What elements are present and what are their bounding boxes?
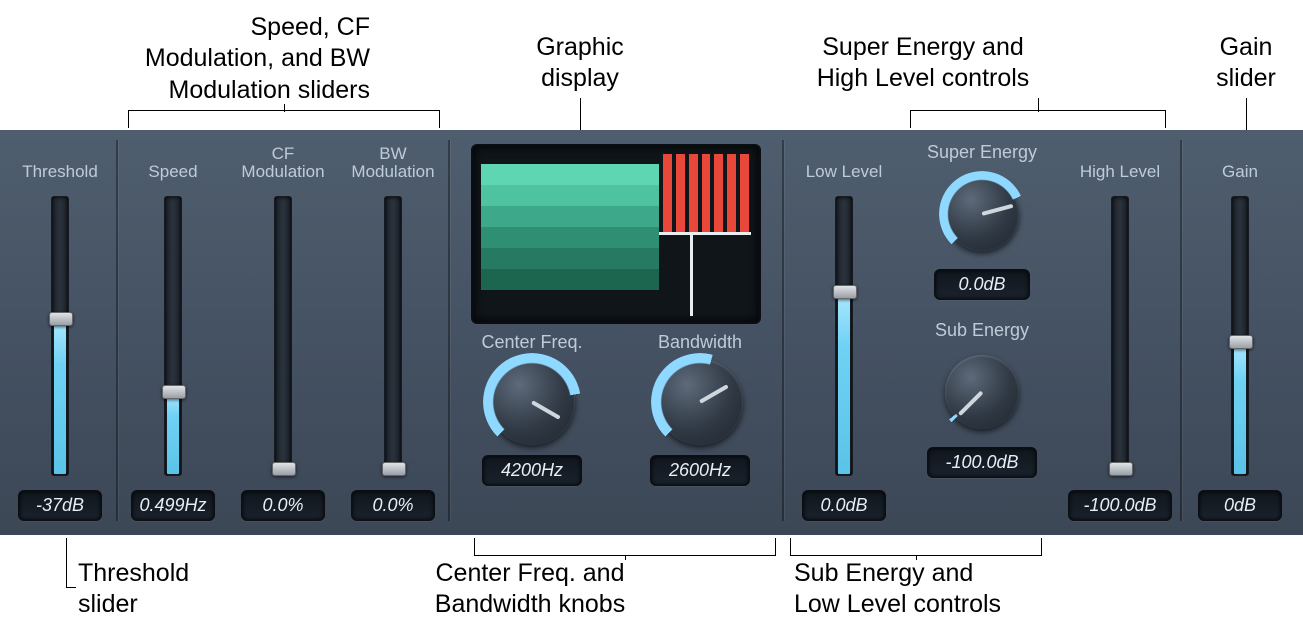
leader-center-bw bbox=[625, 556, 626, 560]
low-level-slider[interactable] bbox=[835, 196, 853, 476]
callout-super-high: Super Energy and High Level controls bbox=[798, 32, 1048, 95]
center-freq-knob[interactable] bbox=[489, 359, 575, 445]
display-green-band bbox=[481, 227, 659, 248]
display-green-band bbox=[481, 248, 659, 269]
sub-energy-label: Sub Energy bbox=[935, 320, 1029, 341]
energy-column: Super Energy 0.0dB Sub Energy -100.0dB bbox=[904, 140, 1060, 521]
high-level-label: High Level bbox=[1080, 140, 1160, 186]
display-bandwidth-line bbox=[659, 232, 751, 235]
leader-graphic-display bbox=[580, 98, 581, 132]
speed-column: Speed 0.499Hz bbox=[118, 140, 228, 521]
low-level-label: Low Level bbox=[806, 140, 883, 186]
threshold-slider[interactable] bbox=[51, 196, 69, 476]
center-freq-block: Center Freq. 4200Hz bbox=[457, 332, 607, 486]
callout-threshold: Threshold slider bbox=[78, 558, 189, 621]
plugin-panel: Threshold -37dB Speed 0.499Hz CF Modulat… bbox=[0, 130, 1303, 535]
display-red-bars bbox=[663, 154, 749, 232]
display-green-band bbox=[481, 185, 659, 206]
bw-modulation-label: BW Modulation bbox=[351, 140, 434, 186]
low-level-readout[interactable]: 0.0dB bbox=[802, 490, 886, 521]
high-level-slider[interactable] bbox=[1111, 196, 1129, 476]
low-level-column: Low Level 0.0dB bbox=[784, 140, 904, 521]
threshold-readout[interactable]: -37dB bbox=[18, 490, 102, 521]
bracket-center-bw bbox=[474, 538, 776, 556]
bw-modulation-column: BW Modulation 0.0% bbox=[338, 140, 448, 521]
threshold-label: Threshold bbox=[22, 140, 98, 186]
callout-gain: Gain slider bbox=[1196, 32, 1296, 95]
super-energy-label: Super Energy bbox=[927, 142, 1037, 163]
bandwidth-readout[interactable]: 2600Hz bbox=[650, 455, 750, 486]
leader-gain bbox=[1246, 98, 1247, 132]
leader-threshold bbox=[66, 538, 67, 588]
bw-modulation-slider[interactable] bbox=[384, 196, 402, 476]
bracket-sub-low bbox=[790, 538, 1042, 556]
bracket-modulation-group bbox=[128, 110, 440, 128]
gain-slider[interactable] bbox=[1231, 196, 1249, 476]
high-level-readout[interactable]: -100.0dB bbox=[1068, 490, 1172, 521]
display-green-band bbox=[481, 269, 659, 290]
cf-modulation-slider[interactable] bbox=[274, 196, 292, 476]
super-energy-knob[interactable] bbox=[945, 177, 1019, 251]
high-level-column: High Level -100.0dB bbox=[1060, 140, 1180, 521]
callout-sub-low: Sub Energy and Low Level controls bbox=[794, 558, 1001, 621]
speed-readout[interactable]: 0.499Hz bbox=[131, 490, 215, 521]
speed-slider[interactable] bbox=[164, 196, 182, 476]
callout-center-bw: Center Freq. and Bandwidth knobs bbox=[400, 558, 660, 621]
callout-graphic-display: Graphic display bbox=[480, 32, 680, 95]
gain-column: Gain 0dB bbox=[1182, 140, 1298, 521]
cf-modulation-readout[interactable]: 0.0% bbox=[241, 490, 325, 521]
sub-energy-readout[interactable]: -100.0dB bbox=[927, 447, 1037, 478]
threshold-column: Threshold -37dB bbox=[4, 140, 116, 521]
speed-label: Speed bbox=[148, 140, 197, 186]
center-freq-label: Center Freq. bbox=[481, 332, 582, 353]
bandwidth-label: Bandwidth bbox=[658, 332, 742, 353]
graphic-display[interactable] bbox=[471, 144, 761, 324]
bw-modulation-readout[interactable]: 0.0% bbox=[351, 490, 435, 521]
cf-modulation-label: CF Modulation bbox=[241, 140, 324, 186]
leader-threshold-h bbox=[66, 587, 76, 588]
sub-energy-knob[interactable] bbox=[945, 355, 1019, 429]
leader-modulation-group bbox=[284, 104, 285, 112]
bandwidth-block: Bandwidth 2600Hz bbox=[625, 332, 775, 486]
center-section: Center Freq. 4200Hz Bandwidth 2600Hz bbox=[456, 140, 776, 521]
gain-readout[interactable]: 0dB bbox=[1198, 490, 1282, 521]
bandwidth-knob[interactable] bbox=[657, 359, 743, 445]
display-green-band bbox=[481, 206, 659, 227]
cf-modulation-column: CF Modulation 0.0% bbox=[228, 140, 338, 521]
bracket-super-high bbox=[910, 110, 1166, 128]
center-freq-readout[interactable]: 4200Hz bbox=[482, 455, 582, 486]
gain-label: Gain bbox=[1222, 140, 1258, 186]
display-green-band bbox=[481, 164, 659, 185]
callout-modulation-group: Speed, CF Modulation, and BW Modulation … bbox=[100, 12, 370, 106]
leader-super-high-stem bbox=[1038, 98, 1039, 112]
leader-sub-low-stem bbox=[916, 556, 917, 560]
super-energy-readout[interactable]: 0.0dB bbox=[934, 269, 1030, 300]
